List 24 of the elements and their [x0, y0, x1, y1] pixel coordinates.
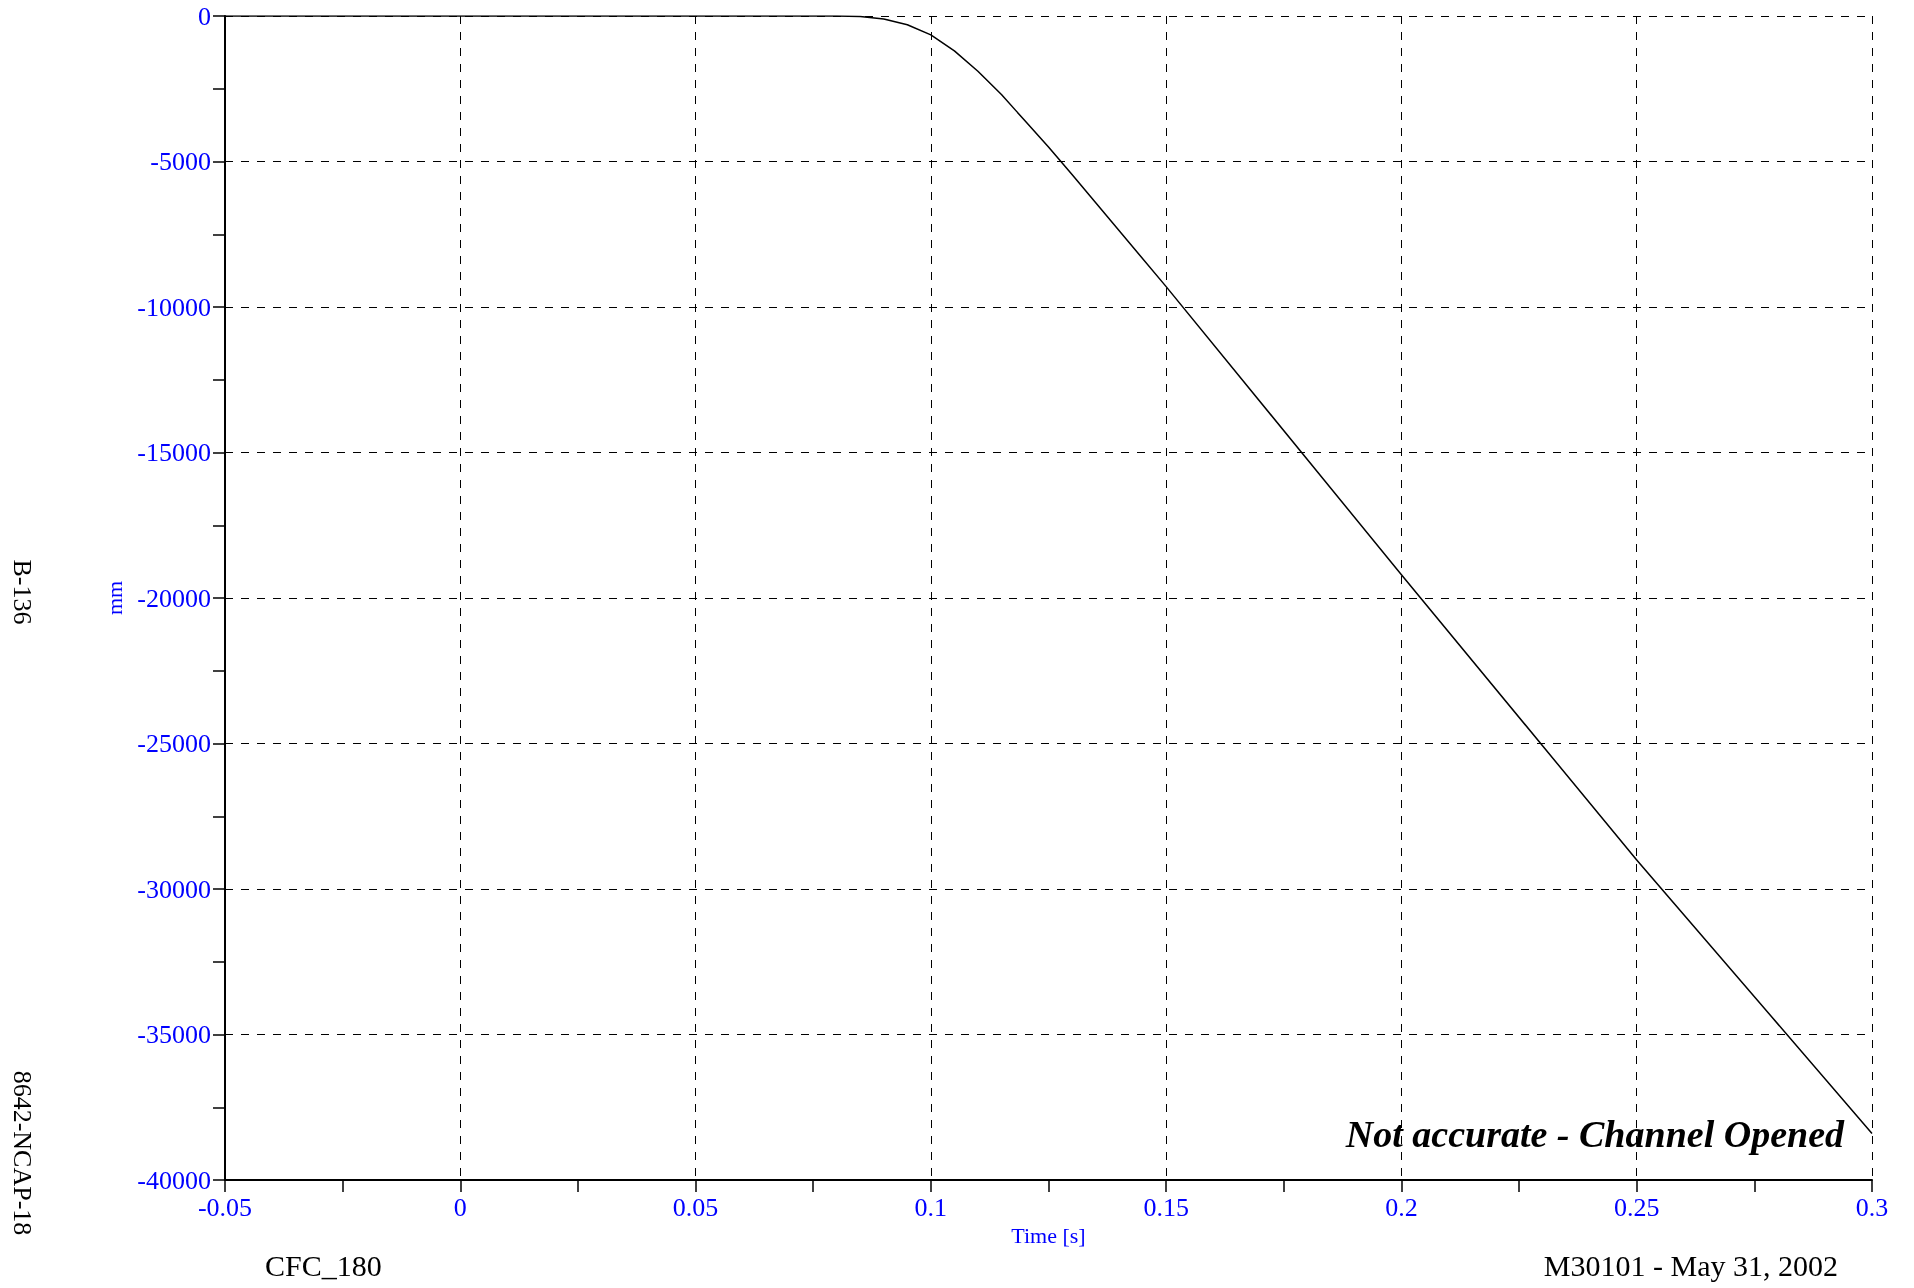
annotation: Not accurate - Channel Opened [1344, 1113, 1845, 1155]
x-axis-title: Time [s] [1011, 1223, 1086, 1249]
text: M30101 - May 31, 2002 [1543, 1248, 1838, 1282]
x-tick-label: 0.1 [914, 1192, 948, 1222]
y-tick-label: -5000 [150, 147, 211, 176]
x-tick-label: 0.15 [1143, 1192, 1189, 1222]
text: 8642-NCAP-18 [7, 1070, 37, 1236]
y-tick-label: -10000 [137, 292, 211, 322]
x-tick-label: 0.25 [1613, 1192, 1660, 1222]
y-axis-title: mm [101, 580, 127, 616]
y-tick-label: -15000 [137, 438, 211, 467]
y-tick-label: -35000 [137, 1020, 211, 1049]
x-tick-label: 0.05 [672, 1192, 719, 1222]
text: B-136 [7, 559, 37, 625]
y-tick-label: 0 [198, 1, 211, 31]
x-tick-label: -0.05 [197, 1192, 253, 1222]
x-tick-label: 0.3 [1855, 1192, 1889, 1222]
x-tick-label: 0 [453, 1192, 467, 1222]
y-tick-label: -20000 [137, 583, 211, 613]
y-tick-label: -25000 [137, 729, 211, 758]
text: CFC_180 [265, 1248, 382, 1282]
x-tick-label: 0.2 [1385, 1192, 1418, 1222]
y-tick-label: -40000 [137, 1165, 211, 1195]
y-tick-label: -30000 [137, 874, 211, 904]
